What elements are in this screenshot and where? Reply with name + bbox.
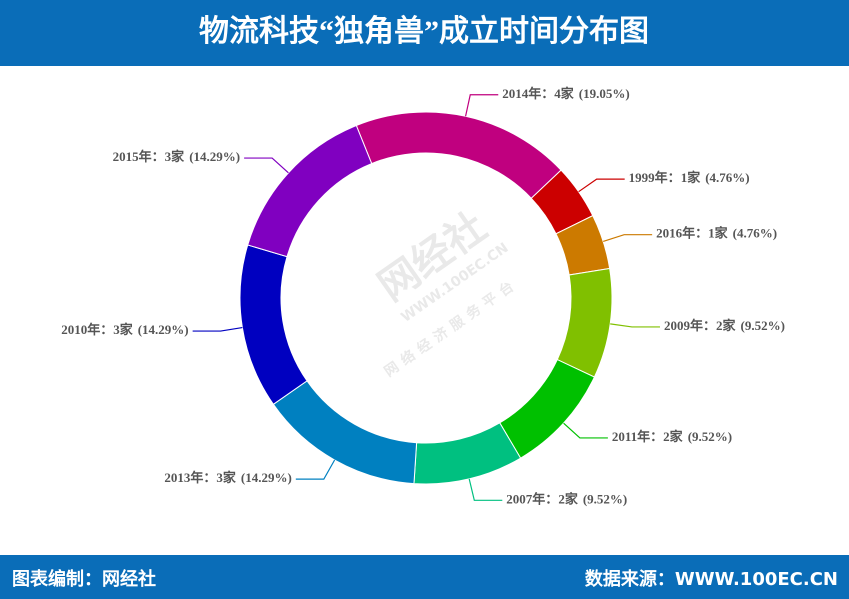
label-value: 3家 (216, 470, 237, 485)
label-value: 2家 (716, 318, 737, 333)
slice-label: 2011年：2家 (9.52%) (612, 429, 732, 444)
label-category: 2011年： (612, 429, 663, 444)
label-percent: (9.52%) (741, 318, 785, 333)
leader-line (468, 478, 503, 501)
pie-slice (499, 358, 596, 459)
label-value: 3家 (165, 149, 186, 164)
pie-slice (355, 111, 562, 200)
chart-title: 物流科技“独角兽”成立时间分布图 (199, 14, 649, 48)
label-category: 2007年： (506, 491, 558, 506)
pie-slice (272, 380, 418, 485)
leader-line (192, 326, 243, 332)
label-category: 2010年： (61, 322, 113, 337)
label-value: 1家 (708, 226, 729, 241)
slice-label: 2010年：3家 (14.29%) (61, 322, 188, 337)
leader-line (563, 422, 608, 439)
label-category: 2013年： (164, 470, 216, 485)
leader-line (464, 94, 499, 117)
label-category: 1999年： (629, 170, 681, 185)
slice-label: 2013年：3家 (14.29%) (164, 470, 291, 485)
label-category: 2014年： (502, 86, 554, 101)
label-value: 4家 (554, 86, 575, 101)
footer-bar (0, 555, 849, 599)
label-percent: (9.52%) (583, 491, 627, 506)
slice-label: 2016年：1家 (4.76%) (656, 226, 777, 241)
header-bar (0, 0, 849, 66)
slice-label: 2014年：4家 (19.05%) (502, 86, 629, 101)
label-percent: (4.76%) (705, 170, 749, 185)
pie-slice (247, 124, 373, 258)
label-percent: (14.29%) (138, 322, 189, 337)
slice-label: 1999年：1家 (4.76%) (629, 170, 750, 185)
label-percent: (14.29%) (241, 470, 292, 485)
slice-label: 2009年：2家 (9.52%) (664, 318, 785, 333)
label-category: 2016年： (656, 226, 708, 241)
leader-line (578, 178, 625, 193)
pie-slice (239, 244, 308, 406)
pie-slice (413, 422, 522, 485)
label-category: 2009年： (664, 318, 716, 333)
label-value: 3家 (113, 322, 134, 337)
leader-line (295, 459, 336, 480)
pie-slice (556, 267, 613, 378)
label-value: 2家 (558, 491, 579, 506)
slice-label: 2007年：2家 (9.52%) (506, 491, 627, 506)
label-percent: (4.76%) (733, 226, 777, 241)
label-percent: (14.29%) (189, 149, 240, 164)
slice-label: 2015年：3家 (14.29%) (113, 149, 240, 164)
leader-line (602, 234, 653, 242)
footer-left: 图表编制：网经社 (12, 568, 156, 590)
label-category: 2015年： (113, 149, 165, 164)
label-value: 2家 (663, 429, 684, 444)
footer-right: 数据来源：WWW.100EC.CN (585, 568, 838, 590)
label-value: 1家 (681, 170, 702, 185)
leader-line (610, 323, 660, 328)
leader-line (244, 157, 289, 174)
watermark: 网经社 WWW.100EC.CN 网络经济服务平台 (370, 204, 522, 381)
label-percent: (9.52%) (688, 429, 732, 444)
label-percent: (19.05%) (579, 86, 630, 101)
